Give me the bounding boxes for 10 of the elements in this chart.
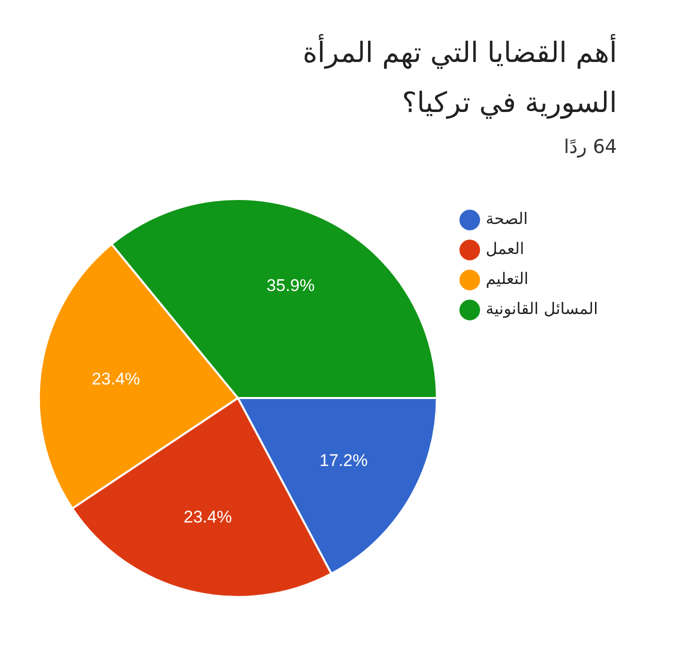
chart-title: أهم القضايا التي تهم المرأة السورية في تركيا؟ (302, 33, 618, 121)
legend-label: المسائل القانونية (486, 299, 598, 318)
data-label: 17.2% (320, 451, 368, 470)
legend-label: التعليم (486, 269, 528, 288)
legend-label: الصحة (486, 209, 528, 228)
data-label: 35.9% (266, 276, 315, 296)
legend-label: العمل (486, 239, 524, 258)
data-label: 23.4% (184, 507, 232, 526)
chart-subtitle: 64 ردًا (562, 135, 618, 158)
data-label: 23.4% (92, 370, 140, 389)
